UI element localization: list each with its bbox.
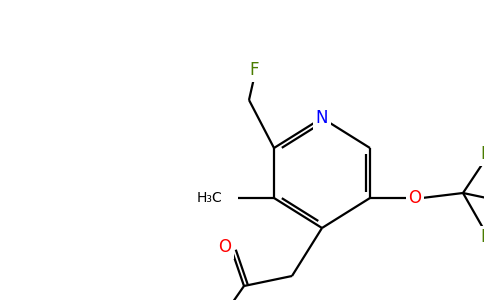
- Text: F: F: [480, 145, 484, 163]
- Text: N: N: [316, 109, 328, 127]
- Text: F: F: [480, 228, 484, 246]
- Text: F: F: [249, 61, 259, 79]
- Text: O: O: [408, 189, 422, 207]
- Text: H₃C: H₃C: [196, 191, 222, 205]
- Text: O: O: [218, 238, 231, 256]
